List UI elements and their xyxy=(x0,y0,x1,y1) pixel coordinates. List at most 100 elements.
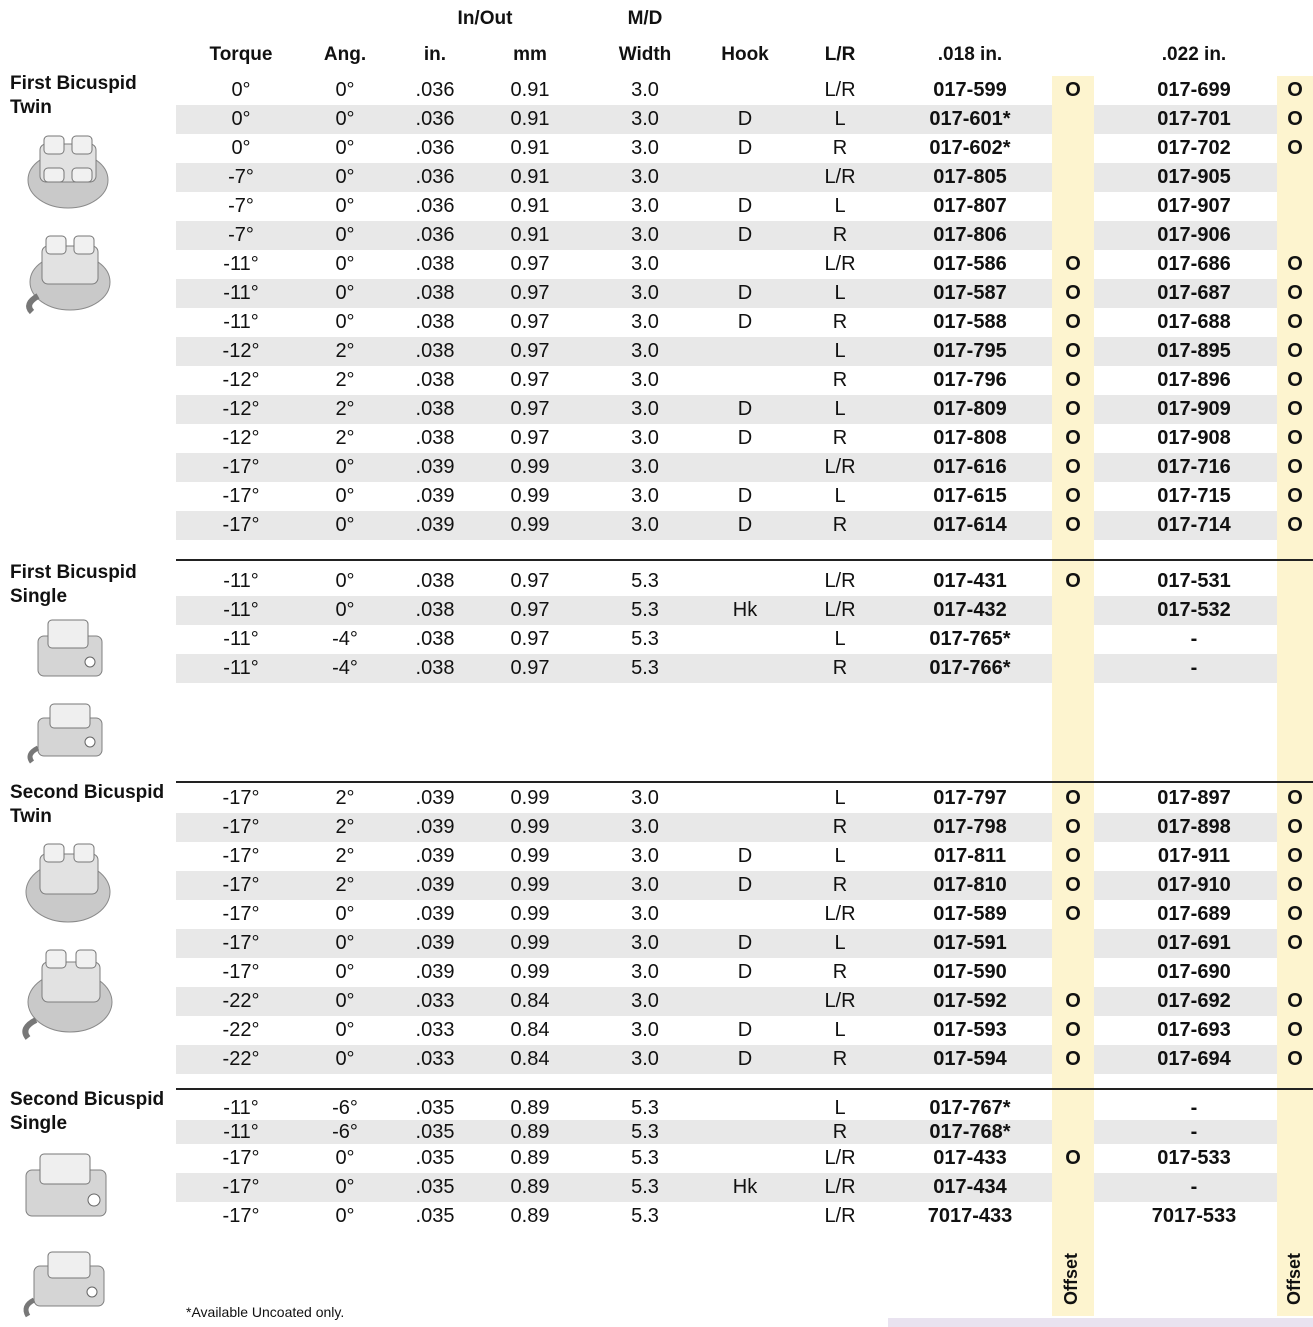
table-row: -11° -6° .035 0.89 5.3 R 017-768* - xyxy=(176,1120,1313,1144)
cell-p022: 017-686 xyxy=(1157,253,1231,275)
group-label-line2: Single xyxy=(10,1113,68,1134)
table-row: -17° 0° .035 0.89 5.3 L/R 017-433 O 017-533 xyxy=(176,1144,1313,1173)
offset-cell-bg xyxy=(1052,871,1094,900)
cell-width: 5.3 xyxy=(631,570,659,592)
cell-ang: 2° xyxy=(335,427,355,449)
table-row: -12° 2° .038 0.97 3.0 R 017-796 O 017-896 O xyxy=(176,366,1313,395)
cell-torque: -12° xyxy=(222,369,260,391)
cell-lr: L/R xyxy=(824,253,856,275)
cell-p022: 017-531 xyxy=(1157,570,1231,592)
cell-mm: 0.84 xyxy=(510,990,550,1012)
cell-p022: 017-905 xyxy=(1157,166,1231,188)
cell-mm: 0.91 xyxy=(510,79,550,101)
cell-in: .036 xyxy=(415,137,455,159)
offset-cell-bg xyxy=(1052,813,1094,842)
cell-mm: 0.99 xyxy=(510,903,550,925)
cell-ang: 0° xyxy=(335,79,355,101)
cell-mm: 0.97 xyxy=(510,628,550,650)
cell-o022: O xyxy=(1287,485,1303,507)
cell-o018: O xyxy=(1065,253,1081,275)
cell-o018 xyxy=(1052,958,1094,987)
cell-torque: -22° xyxy=(222,990,260,1012)
cell-torque: -11° xyxy=(223,1097,259,1119)
table-row: -11° 0° .038 0.97 3.0 D L 017-587 O 017-687 O xyxy=(176,279,1313,308)
cell-o022 xyxy=(1277,567,1313,596)
cell-p022: 017-690 xyxy=(1157,961,1231,983)
cell-p018: 017-810 xyxy=(933,874,1007,896)
cell-width: 3.0 xyxy=(631,108,659,130)
cell-lr: L xyxy=(834,485,846,507)
header-inout-mm: mm xyxy=(513,44,547,65)
cell-width: 3.0 xyxy=(631,514,659,536)
cell-p018: 017-806 xyxy=(933,224,1007,246)
cell-o022: O xyxy=(1287,253,1303,275)
cell-p018: 017-798 xyxy=(933,816,1007,838)
cell-width: 5.3 xyxy=(631,1176,659,1198)
cell-mm: 0.97 xyxy=(510,398,550,420)
cell-width: 3.0 xyxy=(631,485,659,507)
cell-torque: 0° xyxy=(231,108,251,130)
cell-width: 3.0 xyxy=(631,990,659,1012)
cell-width: 3.0 xyxy=(631,282,659,304)
table-row: -17° 0° .039 0.99 3.0 D R 017-590 017-690 xyxy=(176,958,1313,987)
cell-torque: -17° xyxy=(222,816,260,838)
cell-ang: 0° xyxy=(335,903,355,925)
cell-lr: L xyxy=(834,1019,846,1041)
cell-lr: L/R xyxy=(824,79,856,101)
table-row: -11° 0° .038 0.97 5.3 Hk L/R 017-432 017-532 xyxy=(176,596,1313,625)
offset-label-022: Offset xyxy=(1284,1253,1304,1306)
cell-p022: - xyxy=(1190,657,1198,679)
cell-lr: R xyxy=(832,961,848,983)
cell-lr: L xyxy=(834,398,846,420)
cell-ang: 0° xyxy=(335,137,355,159)
cell-in: .039 xyxy=(415,485,455,507)
table-row: -11° -6° .035 0.89 5.3 L 017-767* - xyxy=(176,1096,1313,1120)
table-row: -11° 0° .038 0.97 3.0 L/R 017-586 O 017-686 O xyxy=(176,250,1313,279)
cell-lr: R xyxy=(832,311,848,333)
cell-width: 5.3 xyxy=(631,1121,659,1143)
header-ang: Ang. xyxy=(323,44,367,65)
offset-cell-bg xyxy=(1277,1120,1313,1144)
twin-bracket-image xyxy=(27,135,109,209)
cell-in: .038 xyxy=(415,657,455,679)
table-row: -17° 2° .039 0.99 3.0 L 017-797 O 017-897 O xyxy=(176,784,1313,813)
cell-o018: O xyxy=(1065,874,1081,896)
cell-mm: 0.89 xyxy=(510,1097,550,1119)
table-row: -17° 0° .039 0.99 3.0 L/R 017-589 O 017-689 O xyxy=(176,900,1313,929)
cell-mm: 0.99 xyxy=(510,456,550,478)
cell-in: .039 xyxy=(415,514,455,536)
cell-ang: 0° xyxy=(335,253,355,275)
table-row: -11° 0° .038 0.97 5.3 L/R 017-431 O 017-531 xyxy=(176,567,1313,596)
offset-cell-bg xyxy=(1277,987,1313,1016)
offset-cell-bg xyxy=(1052,929,1094,958)
cell-hook: D xyxy=(737,874,753,896)
cell-hook xyxy=(700,1144,790,1173)
cell-ang: -6° xyxy=(332,1121,358,1143)
header-md-width: Width xyxy=(618,44,672,65)
cell-o022: O xyxy=(1287,845,1303,867)
cell-mm: 0.91 xyxy=(510,166,550,188)
cell-in: .039 xyxy=(415,874,455,896)
cell-o018 xyxy=(1052,134,1094,163)
cell-in: .038 xyxy=(415,282,455,304)
cell-o022 xyxy=(1277,1096,1313,1120)
offset-cell-bg xyxy=(1052,1120,1094,1144)
twin-bracket-image xyxy=(25,843,111,923)
cell-torque: -11° xyxy=(223,1121,259,1143)
cell-mm: 0.97 xyxy=(510,369,550,391)
cell-p018: 017-809 xyxy=(933,398,1007,420)
single-bracket-image xyxy=(25,1153,107,1217)
cell-o022: O xyxy=(1287,932,1303,954)
cell-ang: 0° xyxy=(335,570,355,592)
cell-lr: R xyxy=(832,224,848,246)
cell-o018 xyxy=(1052,1202,1094,1231)
cell-in: .038 xyxy=(415,570,455,592)
header-inout-group: In/Out xyxy=(457,8,513,29)
cell-o022: O xyxy=(1287,816,1303,838)
cell-in: .039 xyxy=(415,456,455,478)
cell-mm: 0.97 xyxy=(510,282,550,304)
cell-p018: 017-811 xyxy=(933,845,1007,867)
cell-mm: 0.99 xyxy=(510,787,550,809)
cell-mm: 0.91 xyxy=(510,195,550,217)
cell-p022: 017-715 xyxy=(1157,485,1231,507)
